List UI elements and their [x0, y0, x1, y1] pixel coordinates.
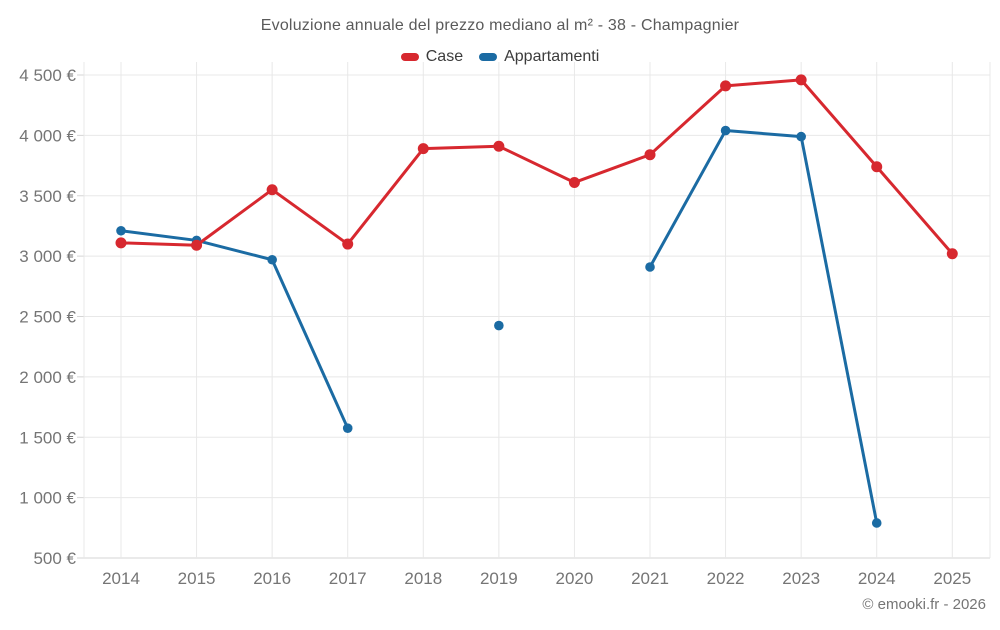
x-tick-label: 2022 [707, 569, 745, 588]
data-point-appartamenti-2023[interactable] [796, 131, 806, 142]
data-point-case-2016[interactable] [266, 184, 278, 196]
x-tick-label: 2018 [404, 569, 442, 588]
x-tick-label: 2015 [178, 569, 216, 588]
x-tick-label: 2014 [102, 569, 140, 588]
copyright-text: © emooki.fr - 2026 [862, 596, 986, 613]
data-point-appartamenti-2017[interactable] [342, 423, 353, 433]
x-tick-label: 2016 [253, 569, 291, 588]
y-tick-label: 1 000 € [19, 489, 76, 508]
chart-title: Evoluzione annuale del prezzo mediano al… [260, 17, 740, 34]
y-tick-label: 2 500 € [19, 308, 76, 327]
y-tick-label: 4 500 € [19, 66, 76, 85]
data-point-case-2022[interactable] [720, 80, 732, 92]
data-point-case-2018[interactable] [417, 143, 429, 155]
data-point-case-2019[interactable] [493, 140, 505, 152]
data-point-case-2014[interactable] [115, 237, 127, 249]
data-point-appartamenti-2019[interactable] [494, 320, 504, 331]
y-tick-label: 500 € [33, 549, 76, 568]
y-tick-label: 3 000 € [19, 247, 76, 266]
x-tick-label: 2023 [782, 569, 820, 588]
y-tick-label: 1 500 € [19, 428, 76, 447]
legend-label-case: Case [425, 48, 464, 65]
legend-label-appartamenti: Appartamenti [504, 48, 600, 65]
x-tick-label: 2021 [631, 569, 669, 588]
legend-item-appartamenti[interactable]: Appartamenti [479, 48, 599, 66]
data-point-appartamenti-2014[interactable] [116, 225, 126, 236]
data-point-appartamenti-2024[interactable] [871, 518, 882, 528]
x-tick-label: 2020 [556, 569, 594, 588]
data-point-case-2023[interactable] [795, 74, 807, 86]
y-tick-label: 2 000 € [19, 368, 76, 387]
y-tick-label: 4 000 € [19, 126, 76, 145]
appartamenti-series-swatch-icon [479, 53, 498, 61]
data-point-case-2021[interactable] [644, 149, 656, 161]
y-tick-label: 3 500 € [19, 187, 76, 206]
series-line-appartamenti [119, 229, 350, 430]
data-point-case-2017[interactable] [342, 238, 354, 250]
series-line-case [119, 78, 954, 256]
data-point-case-2024[interactable] [871, 161, 883, 173]
chart-legend: Case Appartamenti [0, 48, 1000, 66]
data-point-appartamenti-2022[interactable] [720, 125, 731, 136]
case-series-swatch-icon [400, 53, 419, 61]
data-point-case-2015[interactable] [191, 239, 203, 251]
series-line-appartamenti [648, 129, 879, 525]
data-point-appartamenti-2021[interactable] [645, 262, 655, 272]
x-tick-label: 2025 [933, 569, 971, 588]
legend-item-case[interactable]: Case [400, 48, 464, 66]
x-tick-label: 2017 [329, 569, 367, 588]
x-tick-label: 2019 [480, 569, 518, 588]
data-point-case-2020[interactable] [568, 176, 580, 188]
data-point-case-2025[interactable] [946, 248, 958, 260]
data-point-appartamenti-2016[interactable] [267, 254, 277, 265]
x-tick-label: 2024 [858, 569, 896, 588]
